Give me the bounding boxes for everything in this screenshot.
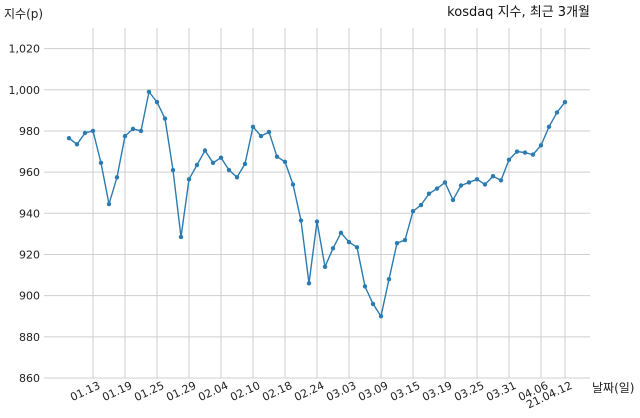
data-point [186, 177, 192, 182]
data-point [466, 180, 472, 185]
data-point [506, 157, 512, 162]
data-point [114, 175, 120, 180]
data-point [122, 133, 128, 139]
y-axis-label: 지수(p) [4, 7, 43, 21]
data-point [162, 116, 168, 121]
data-point [394, 240, 400, 246]
y-tick-label: 1,020 [9, 43, 41, 56]
x-axis-ticks: 01.1301.1901.2501.2902.0402.1002.1802.24… [68, 379, 574, 411]
y-tick-label: 1,000 [9, 84, 41, 97]
x-tick-label: 03.15 [388, 379, 422, 404]
data-point [338, 230, 344, 236]
data-point [514, 149, 520, 154]
x-tick-label: 03.31 [484, 379, 518, 404]
y-axis-ticks: 860 880 900 920 940 960 980 1,000 1,020 [9, 43, 41, 385]
data-point [522, 150, 528, 155]
data-point [98, 160, 104, 166]
y-tick-label: 880 [19, 331, 40, 344]
y-tick-label: 920 [19, 248, 40, 261]
chart-title: kosdaq 지수, 최근 3개월 [447, 5, 590, 20]
data-point [482, 182, 488, 187]
data-point [354, 245, 360, 250]
x-tick-label: 03.09 [356, 379, 390, 404]
data-point [250, 124, 256, 130]
data-point [410, 209, 416, 214]
y-tick-label: 940 [19, 207, 40, 220]
data-point [306, 281, 312, 286]
data-point [170, 167, 176, 173]
y-tick-label: 860 [19, 372, 40, 385]
data-point [138, 128, 144, 134]
data-points [66, 89, 568, 319]
data-point [442, 180, 448, 185]
data-point [82, 130, 88, 136]
data-point [458, 183, 464, 188]
data-point [146, 89, 152, 95]
x-tick-label: 01.29 [164, 379, 198, 404]
grid [44, 28, 590, 379]
x-tick-label: 01.19 [100, 379, 134, 404]
data-point [226, 167, 232, 173]
data-point [434, 186, 440, 191]
data-point [330, 246, 336, 251]
data-point [194, 162, 200, 168]
data-point [298, 218, 304, 223]
x-tick-label: 02.24 [292, 379, 326, 404]
data-point [66, 135, 72, 141]
x-tick-label: 02.04 [196, 379, 230, 404]
data-point [314, 219, 320, 224]
data-point [74, 142, 80, 147]
y-tick-label: 960 [19, 166, 40, 179]
x-tick-label: 01.13 [68, 379, 102, 404]
data-point [258, 133, 264, 139]
data-point [290, 182, 296, 187]
data-point [418, 202, 424, 208]
data-point [490, 174, 496, 179]
data-point [546, 124, 552, 130]
x-tick-label: 21.04.12 [524, 379, 574, 411]
x-axis-label: 날짜(일) [592, 381, 634, 395]
x-tick-label: 01.25 [132, 379, 166, 404]
x-tick-label: 02.18 [260, 379, 294, 404]
data-point [530, 152, 536, 157]
data-point [90, 128, 96, 134]
x-tick-label: 03.19 [420, 379, 454, 404]
y-tick-label: 980 [19, 125, 40, 138]
data-point [562, 99, 568, 105]
data-point [218, 155, 224, 160]
x-tick-label: 02.10 [228, 379, 262, 404]
data-point [322, 264, 328, 270]
data-point [154, 99, 160, 105]
data-point [266, 129, 272, 135]
data-point [386, 276, 392, 282]
data-point [178, 234, 184, 240]
data-point [346, 239, 352, 245]
data-point [402, 237, 408, 243]
data-point [106, 201, 112, 207]
data-point [210, 160, 216, 166]
data-point [242, 161, 248, 167]
x-tick-label: 03.03 [324, 379, 358, 404]
data-point [282, 159, 288, 165]
data-point [130, 126, 136, 132]
data-point [370, 301, 376, 307]
data-point [498, 178, 504, 183]
y-tick-label: 900 [19, 290, 40, 303]
data-point [202, 148, 208, 153]
data-point [378, 314, 384, 319]
data-point [538, 143, 544, 148]
data-point [274, 154, 280, 159]
x-tick-label: 03.25 [452, 379, 486, 404]
data-point [554, 110, 560, 115]
data-point [450, 197, 456, 203]
data-point [234, 175, 240, 180]
data-point [362, 284, 368, 289]
data-point [474, 177, 480, 182]
data-point [426, 191, 432, 196]
